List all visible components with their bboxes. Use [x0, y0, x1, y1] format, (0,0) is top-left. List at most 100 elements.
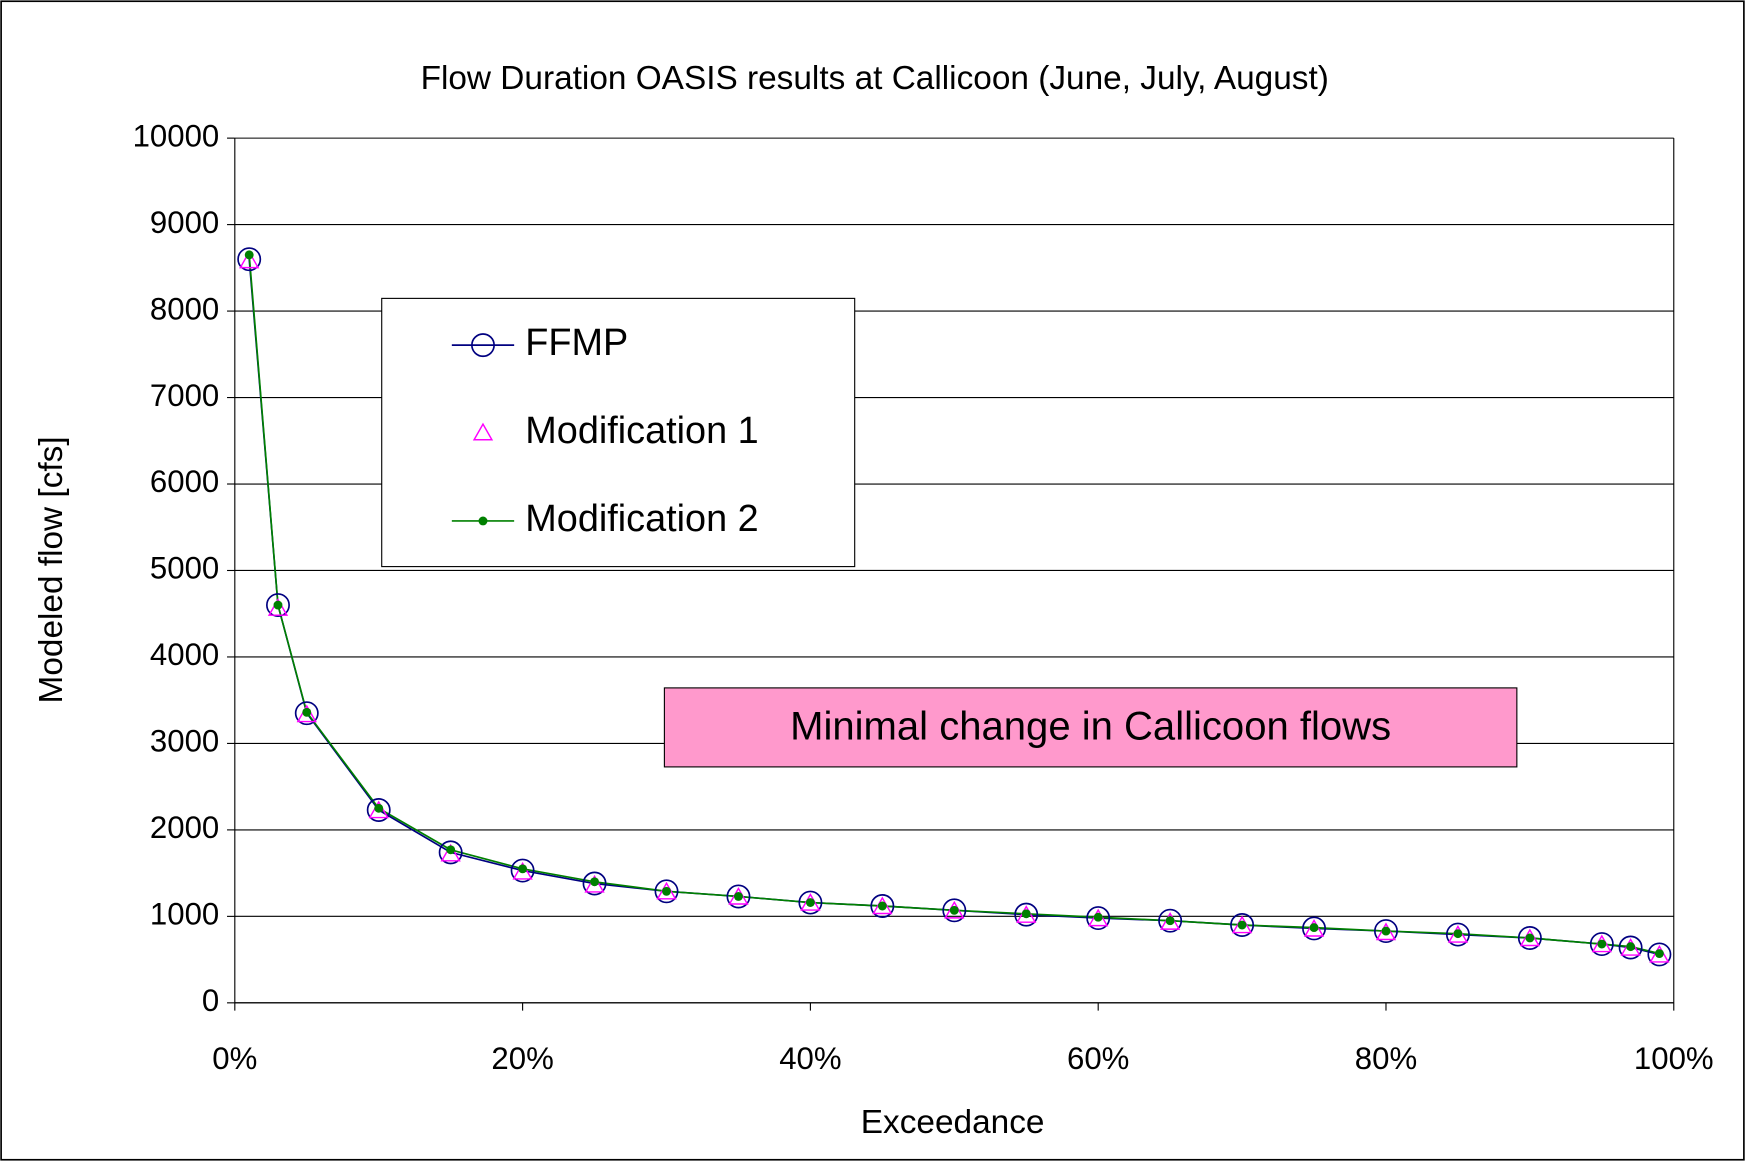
y-tick-label: 0: [202, 983, 219, 1018]
legend-marker: [478, 516, 488, 526]
data-point: [273, 600, 283, 610]
y-axis-label: Modeled flow [cfs]: [33, 436, 70, 703]
data-point: [374, 803, 384, 813]
data-point: [1230, 913, 1255, 937]
data-point: [237, 247, 262, 272]
data-point: [1445, 922, 1470, 947]
data-point: [302, 707, 312, 717]
y-tick-label: 5000: [150, 551, 219, 586]
data-point: [368, 800, 389, 819]
data-point: [512, 861, 533, 880]
chart-title: Flow Duration OASIS results at Callicoon…: [421, 60, 1329, 97]
data-point: [582, 871, 607, 896]
data-point: [1014, 902, 1039, 927]
x-tick-label: 80%: [1355, 1041, 1417, 1076]
data-point: [366, 798, 391, 822]
x-tick-label: 0%: [212, 1041, 257, 1076]
data-point: [438, 840, 463, 865]
data-point: [440, 843, 461, 862]
data-point: [1158, 908, 1183, 933]
data-point: [656, 881, 677, 900]
data-point: [1159, 912, 1181, 930]
data-point: [1519, 928, 1541, 947]
data-point: [239, 250, 260, 269]
data-point: [944, 900, 965, 919]
data-point: [1016, 905, 1037, 923]
data-point: [1647, 942, 1672, 967]
data-point: [296, 704, 317, 723]
y-tick-label: 6000: [150, 464, 219, 499]
legend-box: [381, 297, 856, 568]
data-point: [877, 901, 887, 911]
y-tick-label: 8000: [150, 291, 219, 326]
data-point: [267, 598, 289, 616]
data-point: [446, 845, 456, 855]
legend-label: Modification 1: [525, 410, 758, 452]
data-point: [1620, 938, 1641, 956]
data-point: [1021, 909, 1031, 919]
data-point: [510, 858, 535, 883]
data-point: [942, 898, 967, 923]
legend-label: FFMP: [525, 322, 628, 364]
data-point: [1626, 942, 1636, 952]
data-point: [1302, 916, 1326, 941]
data-point: [1375, 922, 1397, 941]
y-tick-label: 10000: [133, 118, 220, 153]
y-tick-label: 9000: [150, 205, 219, 240]
data-point: [294, 701, 319, 726]
data-point: [1374, 919, 1398, 944]
y-tick-label: 4000: [150, 637, 219, 672]
data-point: [728, 886, 749, 905]
data-point: [244, 250, 254, 260]
data-point: [1618, 935, 1643, 960]
data-point: [1517, 926, 1542, 950]
data-point: [1597, 939, 1607, 949]
data-point: [654, 879, 679, 904]
data-point: [798, 890, 823, 915]
x-tick-label: 40%: [779, 1041, 841, 1076]
data-point: [870, 894, 895, 918]
x-axis-label: Exceedance: [861, 1104, 1045, 1141]
data-point: [584, 874, 605, 893]
data-point: [518, 864, 528, 874]
y-tick-label: 2000: [150, 810, 219, 845]
y-tick-label: 7000: [150, 378, 219, 413]
data-point: [1088, 908, 1109, 927]
data-point: [266, 593, 290, 618]
x-tick-label: 20%: [491, 1041, 553, 1076]
data-point: [1303, 918, 1325, 937]
legend-label: Modification 2: [525, 498, 758, 540]
annotation: Minimal change in Callicoon flows: [790, 705, 1391, 749]
data-point: [1237, 920, 1247, 930]
data-point: [1381, 926, 1391, 936]
data-point: [1649, 944, 1670, 963]
data-point: [1231, 915, 1253, 934]
legend-marker: [472, 422, 494, 441]
data-point: [1525, 933, 1535, 943]
data-point: [590, 877, 600, 887]
data-point: [1589, 932, 1614, 957]
data-point: [726, 884, 751, 909]
data-point: [1309, 923, 1319, 933]
data-point: [1654, 949, 1664, 959]
x-tick-label: 60%: [1067, 1041, 1129, 1076]
data-point: [1165, 916, 1175, 926]
data-point: [1453, 929, 1463, 939]
data-point: [734, 892, 743, 901]
y-tick-label: 1000: [150, 897, 219, 932]
data-point: [872, 896, 893, 915]
y-tick-label: 3000: [150, 724, 219, 759]
data-point: [949, 905, 959, 915]
data-point: [805, 898, 815, 907]
data-point: [800, 893, 821, 911]
legend-marker: [471, 333, 495, 358]
data-point: [1591, 934, 1612, 953]
data-point: [1447, 925, 1469, 943]
data-point: [662, 886, 671, 896]
data-point: [1086, 906, 1111, 931]
x-tick-label: 100%: [1634, 1041, 1714, 1076]
data-point: [1093, 912, 1103, 922]
